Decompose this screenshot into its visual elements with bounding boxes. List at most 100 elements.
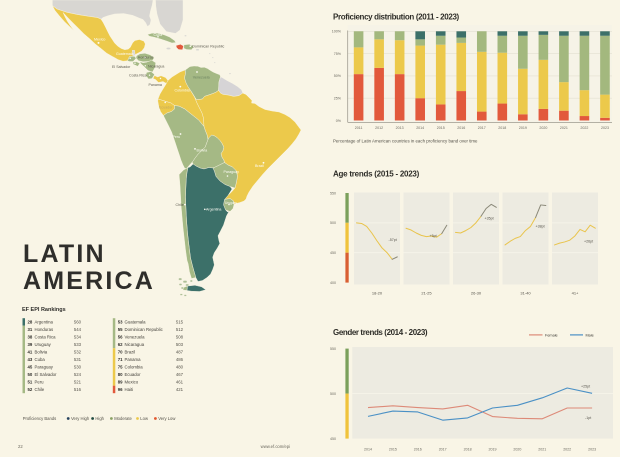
svg-text:50: 50 — [28, 372, 33, 377]
svg-text:Proficiency distribution (2011: Proficiency distribution (2011 - 2023) — [333, 13, 460, 22]
svg-text:550: 550 — [330, 347, 336, 351]
svg-text:El Salvador: El Salvador — [112, 65, 131, 69]
svg-text:2017: 2017 — [478, 126, 486, 130]
svg-text:Argentina: Argentina — [35, 320, 54, 325]
svg-text:Colombia: Colombia — [175, 88, 190, 92]
svg-text:503: 503 — [176, 342, 184, 347]
svg-text:Low: Low — [140, 416, 149, 421]
svg-text:Haiti: Haiti — [125, 387, 134, 392]
svg-text:2013: 2013 — [396, 126, 404, 130]
svg-text:2018: 2018 — [464, 448, 472, 452]
svg-text:31-40: 31-40 — [520, 291, 531, 296]
svg-text:43: 43 — [28, 357, 33, 362]
svg-text:421: 421 — [176, 387, 184, 392]
svg-text:2020: 2020 — [539, 126, 547, 130]
svg-text:70: 70 — [118, 350, 123, 355]
svg-text:2011: 2011 — [355, 126, 363, 130]
svg-text:2021: 2021 — [560, 126, 568, 130]
svg-text:533: 533 — [74, 342, 82, 347]
svg-text:50%: 50% — [334, 74, 342, 78]
svg-text:Cuba: Cuba — [35, 357, 46, 362]
svg-text:89: 89 — [118, 380, 123, 385]
svg-text:Peru: Peru — [35, 380, 45, 385]
svg-text:Dominican Republic: Dominican Republic — [125, 327, 164, 332]
svg-text:Panama: Panama — [149, 83, 162, 87]
svg-text:Ecuador: Ecuador — [125, 372, 142, 377]
svg-text:Ecuador: Ecuador — [159, 105, 173, 109]
svg-text:512: 512 — [176, 327, 184, 332]
svg-text:508: 508 — [176, 335, 184, 340]
svg-text:+35pt: +35pt — [485, 217, 494, 221]
svg-text:56: 56 — [118, 335, 123, 340]
svg-text:Costa Rica: Costa Rica — [129, 73, 147, 77]
svg-text:500: 500 — [330, 221, 336, 225]
svg-text:52: 52 — [28, 387, 33, 392]
svg-text:Age trends (2015 - 2023): Age trends (2015 - 2023) — [333, 170, 420, 179]
svg-text:Bolivia: Bolivia — [197, 149, 208, 153]
svg-text:487: 487 — [176, 350, 184, 355]
svg-text:515: 515 — [176, 320, 184, 325]
svg-text:Paraguay: Paraguay — [35, 365, 54, 370]
svg-text:28: 28 — [28, 320, 33, 325]
svg-text:Argentina: Argentina — [206, 208, 221, 212]
svg-text:532: 532 — [74, 350, 82, 355]
svg-text:2021: 2021 — [538, 448, 546, 452]
svg-text:Chile: Chile — [176, 203, 184, 207]
svg-text:486: 486 — [176, 357, 184, 362]
svg-text:53: 53 — [118, 320, 123, 325]
svg-text:516: 516 — [74, 387, 82, 392]
svg-text:26-30: 26-30 — [471, 291, 482, 296]
svg-text:75: 75 — [118, 365, 123, 370]
svg-text:39: 39 — [28, 342, 33, 347]
svg-text:+38pt: +38pt — [536, 225, 545, 229]
svg-text:51: 51 — [28, 380, 33, 385]
svg-text:Guatemala: Guatemala — [125, 320, 147, 325]
svg-text:Cuba: Cuba — [154, 33, 163, 37]
svg-text:-1pt: -1pt — [585, 416, 591, 420]
svg-text:+26pt: +26pt — [584, 240, 593, 244]
svg-text:521: 521 — [74, 380, 82, 385]
svg-text:Female: Female — [545, 333, 558, 337]
svg-text:Moderate: Moderate — [114, 416, 132, 421]
svg-text:Panama: Panama — [125, 357, 142, 362]
svg-text:2018: 2018 — [498, 126, 506, 130]
svg-text:550: 550 — [330, 191, 336, 195]
svg-text:Colombia: Colombia — [125, 365, 144, 370]
svg-text:2020: 2020 — [513, 448, 521, 452]
svg-text:2019: 2019 — [489, 448, 497, 452]
svg-text:Costa Rica: Costa Rica — [35, 335, 57, 340]
svg-text:2019: 2019 — [519, 126, 527, 130]
svg-text:Peru: Peru — [173, 135, 181, 139]
svg-text:38: 38 — [28, 335, 33, 340]
svg-text:0%: 0% — [336, 119, 342, 123]
svg-text:71: 71 — [118, 357, 123, 362]
svg-text:Venezuela: Venezuela — [193, 75, 210, 79]
svg-text:2014: 2014 — [416, 126, 424, 130]
svg-text:Honduras: Honduras — [138, 55, 154, 59]
svg-text:534: 534 — [74, 335, 82, 340]
svg-text:41: 41 — [28, 350, 33, 355]
svg-text:Proficiency Bands: Proficiency Bands — [23, 416, 57, 421]
svg-text:+5pt: +5pt — [430, 234, 437, 238]
svg-text:21-25: 21-25 — [421, 291, 432, 296]
svg-text:18-20: 18-20 — [372, 291, 383, 296]
svg-text:2022: 2022 — [580, 126, 588, 130]
svg-text:500: 500 — [330, 392, 336, 396]
svg-text:Very High: Very High — [71, 416, 90, 421]
svg-text:544: 544 — [74, 327, 82, 332]
svg-text:2023: 2023 — [588, 448, 596, 452]
svg-text:2017: 2017 — [439, 448, 447, 452]
svg-text:2015: 2015 — [437, 126, 445, 130]
svg-text:2015: 2015 — [389, 448, 397, 452]
svg-text:524: 524 — [74, 372, 82, 377]
svg-text:Male: Male — [586, 333, 594, 337]
svg-text:25%: 25% — [334, 97, 342, 101]
svg-text:2014: 2014 — [364, 448, 372, 452]
svg-text:450: 450 — [330, 251, 336, 255]
svg-text:2016: 2016 — [414, 448, 422, 452]
svg-text:Percentage of Latin American c: Percentage of Latin American countries i… — [333, 139, 478, 144]
svg-text:2016: 2016 — [457, 126, 465, 130]
svg-text:El Salvador: El Salvador — [35, 372, 58, 377]
svg-text:2023: 2023 — [601, 126, 609, 130]
svg-text:530: 530 — [74, 365, 82, 370]
